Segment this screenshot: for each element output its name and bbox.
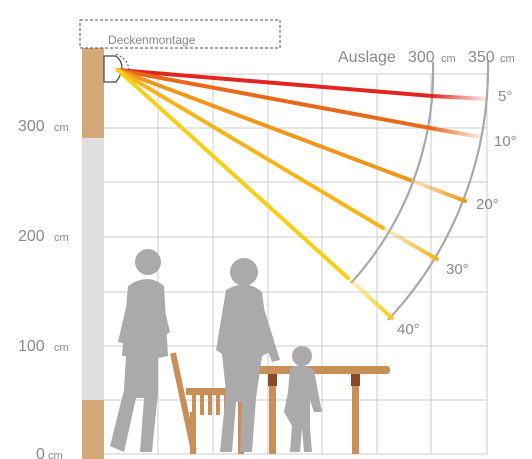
angle-label-5: 5° (498, 88, 512, 105)
height-0-value: 0 (36, 446, 45, 459)
reach-350-unit: cm (500, 53, 515, 65)
height-100-value: 100 (18, 338, 45, 355)
ceiling-mount: Deckenmontage (79, 19, 281, 83)
people-silhouettes (110, 249, 322, 452)
beam-40 (116, 68, 350, 280)
beam-10 (116, 68, 432, 130)
beam-20 (116, 68, 412, 182)
angle-label-10: 10° (494, 133, 517, 150)
height-scale: 300 cm 200 cm 100 cm 0 cm (18, 118, 69, 459)
height-200-value: 200 (18, 228, 45, 245)
height-300-unit: cm (54, 122, 69, 134)
height-300-value: 300 (18, 118, 45, 135)
woman-silhouette (216, 258, 280, 452)
height-0-unit: cm (48, 450, 63, 459)
ceiling-mount-box (79, 19, 281, 49)
reach-300-value: 300 (408, 49, 435, 66)
beams (116, 68, 489, 320)
reach-title: Auslage (338, 49, 396, 66)
angle-label-30: 30° (446, 261, 469, 278)
wall (82, 48, 104, 459)
man-silhouette (110, 249, 170, 452)
beam-5 (116, 68, 434, 98)
reach-300-unit: cm (441, 53, 456, 65)
angle-labels: 5° 10° 20° 30° 40° (397, 88, 517, 338)
beam-30 (116, 68, 385, 230)
angle-label-20: 20° (476, 196, 499, 213)
height-200-unit: cm (54, 232, 69, 244)
child-silhouette (284, 346, 322, 452)
reach-label: Auslage 300 cm 350 cm (338, 49, 515, 66)
angle-label-40: 40° (397, 321, 420, 338)
reach-350-value: 350 (468, 49, 495, 66)
height-100-unit: cm (54, 342, 69, 354)
mount-label: Deckenmontage (108, 33, 196, 47)
